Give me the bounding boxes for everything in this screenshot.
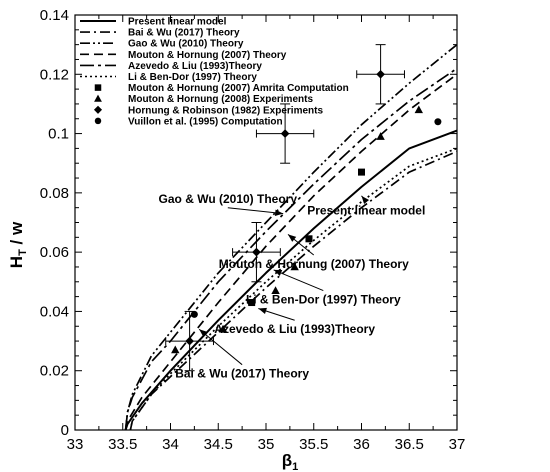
annotation-present-linear-model: Present linear model [307, 204, 425, 218]
annotation-mouton-hornung-2007-theory: Mouton & Hornung (2007) Theory [219, 257, 409, 271]
x-tick-label: 36 [353, 436, 370, 453]
legend-marker-mouton-hornung-2007-amrita-computation [94, 84, 102, 91]
data-point-mouton-hornung-2008-experiments [271, 286, 280, 294]
series-line-li-ben-dor-1997-theory [129, 147, 458, 431]
annotation-pointer [273, 269, 324, 292]
y-axis-title: HT / w [7, 221, 29, 268]
axes-layer: 33 33.5 34 34.5 35 35.5 36 36.5 37 0 0.02 0.04 0.06 0… [40, 7, 466, 453]
annotation-arrowhead [199, 329, 208, 337]
data-point-mouton-hornung-2007-amrita-computation [248, 299, 256, 307]
x-tick-label: 36.5 [395, 436, 424, 453]
annotation-pointer [198, 328, 243, 366]
legend-label-bai-wu-2017-theory: Bai & Wu (2017) Theory [128, 28, 240, 39]
legend-marker-hornung-robinson-1982-experiments [93, 105, 103, 114]
data-point-hornung-robinson-1982-experiments [376, 69, 385, 79]
annotation-arrowhead [274, 209, 284, 216]
x-axis-title: β1 [282, 451, 299, 472]
series-line-present-linear-model [124, 129, 458, 431]
y-axis-title-suffix: / w [7, 221, 26, 249]
data-point-mouton-hornung-2008-experiments [171, 345, 180, 354]
legend-label-gao-wu-2010-theory: Gao & Wu (2010) Theory [128, 39, 244, 50]
x-tick-label: 37 [449, 436, 466, 453]
data-point-mouton-hornung-2008-experiments [414, 105, 423, 114]
data-point-vuillon-et-al-1995-computation [190, 310, 198, 318]
annotation-arrowhead [258, 307, 267, 314]
data-point-hornung-robinson-1982-experiments [252, 247, 261, 257]
x-tick-label: 34.5 [204, 436, 233, 453]
data-point-hornung-robinson-1982-experiments [280, 129, 290, 138]
annotation-arrowhead [287, 234, 297, 242]
y-tick-label: 0.06 [40, 244, 69, 261]
y-axis-title-main: H [7, 256, 26, 268]
data-point-hornung-robinson-1982-experiments [185, 336, 194, 346]
legend-label-hornung-robinson-1982-experiments: Hornung & Robinson (1982) Experiments [128, 105, 323, 116]
legend-label-azevedo-liu-1993-theory: Azevedo & Liu (1993)Theory [128, 61, 262, 72]
data-point-mouton-hornung-2007-amrita-computation [358, 168, 365, 176]
x-tick-label: 35 [258, 436, 275, 453]
x-tick-label: 34 [162, 436, 179, 453]
marker-layer [165, 44, 442, 372]
y-tick-label: 0.14 [40, 7, 69, 24]
series-line-mouton-hornung-2007-theory [124, 73, 458, 431]
y-tick-label: 0.08 [40, 185, 69, 202]
data-point-mouton-hornung-2008-experiments [376, 132, 385, 140]
legend-label-vuillon-et-al-1995-computation: Vuillon et al. (1995) Computation [128, 116, 283, 127]
annotation-layer: Gao & Wu (2010) Theory Present linear mod… [159, 192, 426, 381]
annotation-li-ben-dor-1997-theory: Li & Ben-Dor (1997) Theory [246, 293, 401, 307]
series-line-azevedo-liu-1993-theory [124, 67, 458, 431]
legend-label-mouton-hornung-2007-amrita-computation: Mouton & Hornung (2007) Amrita Computati… [128, 83, 349, 94]
x-axis-title-sub: 1 [292, 461, 298, 472]
x-tick-label: 33 [67, 436, 84, 453]
annotation-azevedo-liu-1993-theory: Azevedo & Liu (1993)Theory [214, 322, 375, 336]
data-point-mouton-hornung-2008-experiments [218, 324, 228, 333]
y-axis-title-sub: T [17, 249, 29, 256]
annotation-arrowhead [273, 269, 283, 276]
legend-label-li-ben-dor-1997-theory: Li & Ben-Dor (1997) Theory [128, 72, 257, 83]
annotation-arrowhead [361, 195, 370, 205]
y-tick-label: 0.12 [40, 66, 69, 83]
y-tick-label: 0.04 [40, 303, 69, 320]
legend-label-present-linear-model: Present linear model [128, 17, 227, 28]
legend-marker-mouton-hornung-2008-experiments [94, 94, 102, 102]
annotation-pointer [227, 207, 284, 215]
y-tick-label: 0.1 [48, 126, 69, 143]
annotation-gao-wu-2010-theory: Gao & Wu (2010) Theory [159, 192, 298, 206]
series-layer [124, 43, 458, 431]
data-point-mouton-hornung-2008-experiments [290, 262, 299, 271]
legend-label-mouton-hornung-2008-experiments: Mouton & Hornung (2008) Experiments [128, 94, 313, 105]
legend-marker-vuillon-et-al-1995-computation [94, 117, 102, 125]
x-tick-label: 35.5 [299, 436, 328, 453]
data-point-vuillon-et-al-1995-computation [434, 118, 442, 126]
x-tick-label: 33.5 [108, 436, 137, 453]
annotation-bai-wu-2017-theory: Bai & Wu (2017) Theory [175, 367, 309, 381]
y-tick-label: 0 [61, 422, 69, 439]
x-axis-title-main: β [282, 451, 292, 470]
data-point-mouton-hornung-2007-amrita-computation [305, 235, 313, 243]
y-tick-label: 0.02 [40, 363, 69, 380]
legend-label-mouton-hornung-2007-theory: Mouton & Hornung (2007) Theory [128, 50, 287, 61]
